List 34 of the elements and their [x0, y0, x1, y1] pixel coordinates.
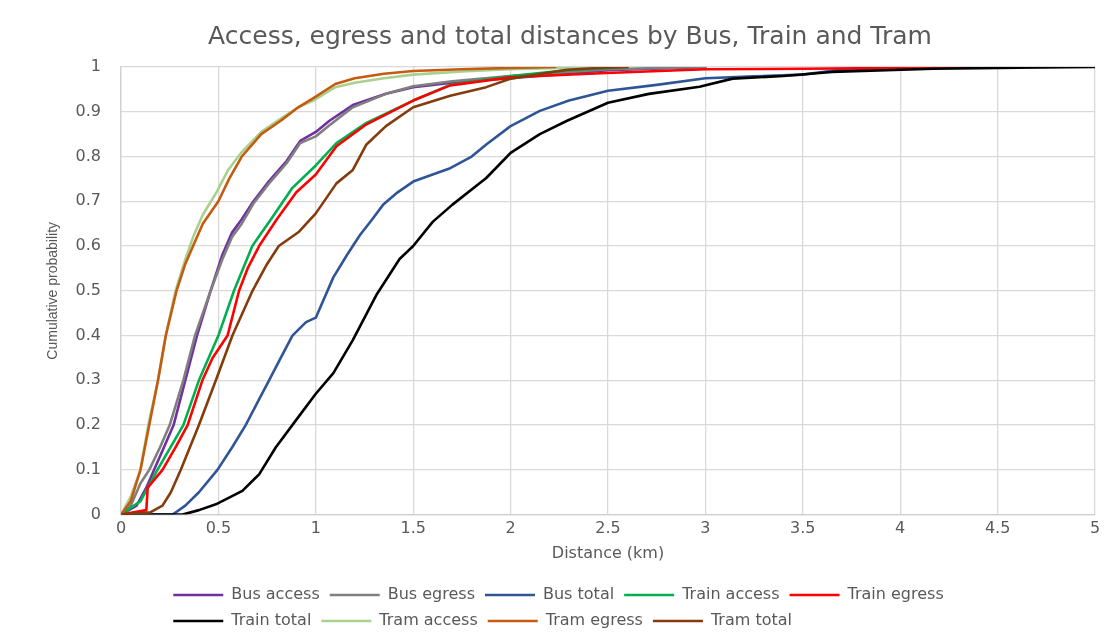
- x-tick-label: 5: [1089, 518, 1101, 538]
- x-axis-title: Distance (km): [551, 542, 665, 562]
- legend-label: Train total: [230, 610, 312, 630]
- legend-label: Bus egress: [387, 584, 475, 604]
- y-axis-title: Cumulative probability: [44, 221, 61, 360]
- y-tick-label: 0.8: [75, 145, 101, 165]
- x-tick-label: 3: [700, 518, 711, 538]
- y-tick-label: 0.1: [75, 459, 101, 478]
- legend-label: Tram total: [709, 610, 792, 630]
- y-tick-label: 0.7: [75, 190, 101, 210]
- x-tick-label: 2: [505, 518, 516, 538]
- legend-label: Train access: [681, 584, 780, 604]
- y-tick-label: 1: [90, 56, 101, 76]
- x-tick-label: 0: [115, 518, 127, 538]
- x-tick-label: 4: [895, 518, 906, 538]
- x-tick-label: 1: [310, 518, 321, 538]
- y-tick-label: 0.6: [75, 235, 101, 255]
- legend-label: Tram egress: [544, 610, 643, 630]
- y-tick-label: 0.9: [75, 100, 101, 120]
- chart-title: Access, egress and total distances by Bus, Train and Tram: [208, 20, 932, 50]
- y-tick-label: 0: [90, 503, 101, 523]
- y-tick-label: 0.4: [75, 324, 101, 344]
- legend-label: Bus access: [231, 584, 320, 604]
- y-tick-label: 0.5: [75, 279, 101, 299]
- y-tick-label: 0.3: [75, 369, 101, 389]
- x-tick-label: 4.5: [984, 518, 1011, 538]
- x-tick-label: 2.5: [595, 518, 621, 538]
- x-tick-label: 3.5: [790, 518, 816, 538]
- legend-label: Bus total: [543, 584, 615, 604]
- legend-label: Train egress: [846, 584, 944, 604]
- x-tick-label: 0.5: [205, 518, 232, 538]
- x-tick-label: 1.5: [400, 518, 426, 538]
- legend-label: Tram access: [378, 610, 478, 630]
- y-tick-label: 0.2: [75, 414, 101, 434]
